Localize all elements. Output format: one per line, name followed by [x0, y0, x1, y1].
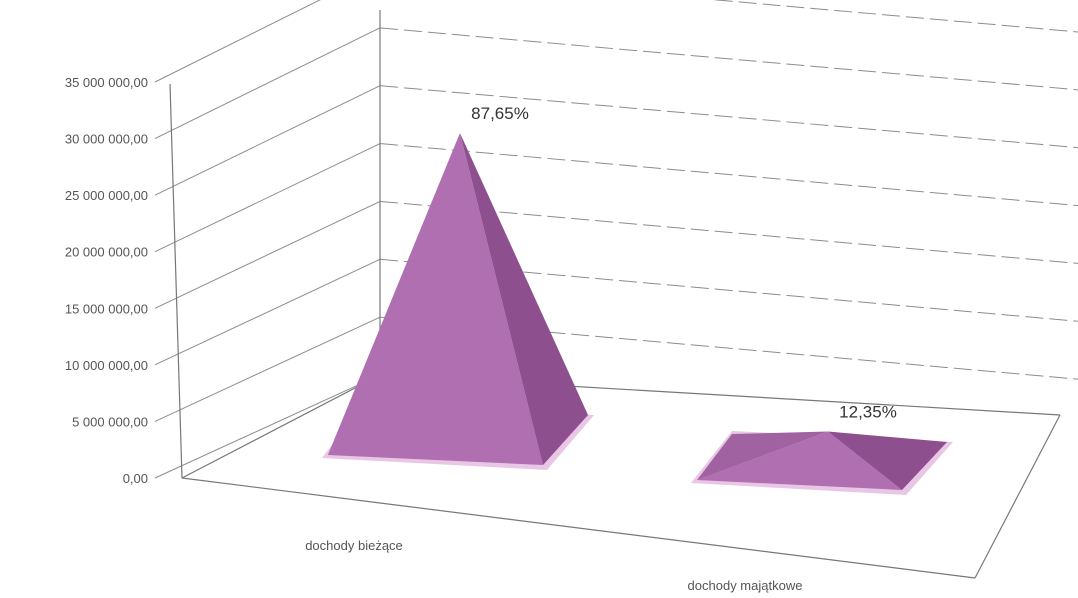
- back-wall-gridline: [379, 85, 1078, 149]
- back-wall-gridline: [712, 0, 1078, 33]
- data-labels: 87,65% 12,35%: [471, 104, 897, 421]
- back-wall-gridline: [379, 27, 1078, 91]
- gridlines: [154, 0, 1078, 479]
- pyramid-face: [328, 133, 543, 466]
- y-tick-label: 15 000 000,00: [65, 301, 148, 316]
- pyramid-face: [697, 431, 828, 480]
- y-axis-ticks: 0,00 5 000 000,00 10 000 000,00 15 000 000,…: [65, 75, 148, 486]
- back-wall-gridline: [379, 258, 1078, 322]
- y-tick-label: 10 000 000,00: [65, 358, 148, 373]
- back-wall-gridline: [379, 200, 1078, 264]
- pyramid-face: [697, 431, 902, 490]
- y-tick-label: 35 000 000,00: [65, 75, 148, 90]
- axis-line: [181, 374, 381, 479]
- pyramid-face: [460, 133, 588, 466]
- left-wall-gridline: [154, 316, 381, 422]
- pyramid-bars: [322, 133, 953, 495]
- pyramid-face: [828, 431, 947, 490]
- left-wall-gridline: [154, 200, 381, 309]
- axis-line: [974, 414, 1061, 579]
- left-wall-gridline: [154, 143, 381, 253]
- y-tick-label: 20 000 000,00: [65, 245, 148, 260]
- data-label: 12,35%: [839, 403, 897, 422]
- data-label: 87,65%: [471, 104, 529, 123]
- left-wall-gridline: [154, 85, 381, 196]
- y-tick-label: 30 000 000,00: [65, 132, 148, 147]
- pyramid-bar-2: [691, 431, 953, 495]
- back-wall-gridline: [379, 316, 1078, 380]
- axis-lines: [169, 10, 1061, 579]
- category-label: dochody bieżące: [305, 538, 403, 553]
- left-wall-gridline: [154, 0, 321, 83]
- y-tick-label: 25 000 000,00: [65, 188, 148, 203]
- category-labels: dochody bieżące dochody majątkowe: [305, 538, 802, 593]
- category-label: dochody majątkowe: [688, 578, 803, 593]
- left-wall-gridline: [154, 374, 381, 479]
- left-wall-gridline: [154, 27, 381, 140]
- back-wall-gridline: [379, 143, 1078, 207]
- axis-line: [181, 477, 976, 579]
- y-tick-label: 5 000 000,00: [72, 414, 148, 429]
- axis-line: [169, 83, 183, 479]
- left-wall-gridline: [154, 258, 381, 366]
- y-tick-label: 0,00: [123, 471, 148, 486]
- pyramid-bar-1: [322, 133, 594, 470]
